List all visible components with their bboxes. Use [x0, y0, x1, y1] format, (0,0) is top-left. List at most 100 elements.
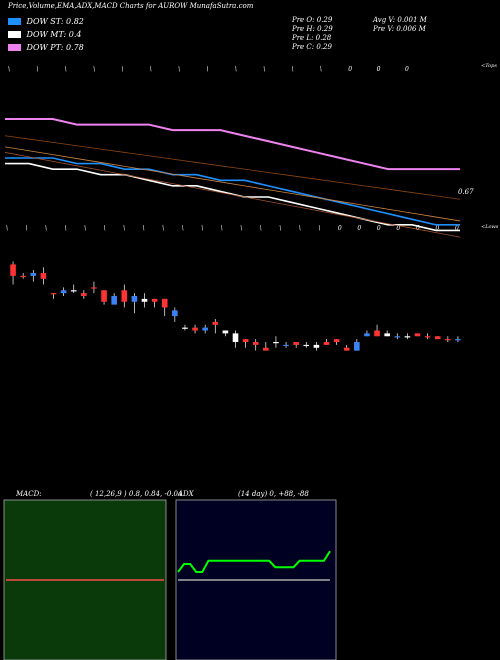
candle-body [202, 327, 208, 331]
ema-band-1 [4, 135, 461, 200]
candle-body [222, 330, 229, 334]
ema-line-2 [5, 162, 460, 232]
candle-body [40, 273, 47, 279]
candle-body [141, 298, 148, 302]
pre-low: Pre L: 0.28 [292, 34, 332, 42]
ema-line-3 [5, 118, 460, 171]
low-marker: 0 [396, 225, 401, 232]
top-marker: \ [206, 66, 209, 73]
candle-body [364, 333, 370, 337]
low-marker: 0 [435, 225, 440, 232]
candle-body [151, 298, 158, 302]
low-marker: \ [64, 225, 67, 232]
candle-body [384, 333, 390, 337]
candle-body [303, 344, 310, 347]
candle-body [30, 273, 37, 276]
legend-label: DOW ST: 0.82 [26, 17, 84, 26]
candle-body [101, 290, 107, 302]
legend-dow-st: DOW ST: 0.82 [8, 17, 84, 26]
candle-body [273, 342, 279, 344]
candle-body [313, 344, 320, 348]
candle-body [242, 339, 249, 342]
low-marker: \ [318, 225, 321, 232]
top-marker: \ [121, 66, 124, 73]
candle-body [404, 336, 411, 338]
candle-body [414, 333, 421, 337]
low-marker: \ [298, 225, 301, 232]
ema-band-3 [4, 152, 461, 238]
top-marker: \ [8, 66, 11, 73]
low-marker: \ [201, 225, 204, 232]
adx-line-1 [177, 550, 331, 573]
candle-body [455, 339, 461, 341]
chart-title: Price,Volume,EMA,ADX,MACD Charts for AUR… [8, 2, 254, 10]
pre-close: Pre C: 0.29 [292, 43, 332, 51]
ema-lines [4, 118, 461, 238]
candle-body [111, 296, 117, 305]
low-marker: \ [259, 225, 262, 232]
top-marker: \ [263, 66, 266, 73]
ema-line-1 [5, 157, 460, 226]
candle-body [182, 327, 188, 329]
candle-body [20, 275, 26, 278]
macd-label: MACD: [16, 490, 42, 498]
candle-body [283, 344, 289, 347]
top-marker: \ [319, 66, 322, 73]
candle-body [263, 347, 269, 351]
low-marker: \ [6, 225, 9, 232]
candle-body [70, 290, 77, 292]
low-marker: \ [240, 225, 243, 232]
candle-body [394, 336, 401, 338]
low-marker: \ [220, 225, 223, 232]
candle-body [10, 264, 16, 276]
low-marker: 0 [357, 225, 362, 232]
candle-body [434, 336, 441, 340]
candle-body [212, 321, 219, 325]
candle-body [343, 347, 350, 351]
top-marker: \ [234, 66, 237, 73]
candle-body [424, 336, 431, 338]
candle-body [293, 342, 299, 345]
low-marker: \ [162, 225, 165, 232]
candle-body [374, 330, 380, 337]
candle-body [232, 333, 239, 342]
macd-panel [3, 499, 167, 660]
low-marker: 0 [376, 225, 381, 232]
lows-label: <Lows [481, 224, 499, 230]
candle-body [323, 342, 330, 345]
top-marker: \ [36, 66, 39, 73]
low-marker: \ [25, 225, 28, 232]
pre-open: Pre O: 0.29 [292, 16, 333, 24]
candle-body [354, 342, 360, 351]
legend-label: DOW PT: 0.78 [26, 43, 84, 52]
top-marker: \ [149, 66, 152, 73]
candle-body [192, 327, 198, 331]
top-marker: \ [93, 66, 96, 73]
legend-dow-pt: DOW PT: 0.78 [8, 43, 84, 52]
top-marker: 0 [348, 66, 353, 73]
candlesticks [10, 261, 461, 351]
adx-params: (14 day) 0, +88, -88 [238, 490, 309, 498]
candle-body [333, 339, 340, 342]
legend-swatch [8, 44, 21, 51]
low-marker: \ [279, 225, 282, 232]
candle-body [172, 310, 178, 317]
adx-panel [175, 499, 337, 660]
low-marker: 0 [455, 225, 459, 232]
top-marker: \ [178, 66, 181, 73]
legend-swatch [8, 18, 21, 25]
top-marker: 0 [376, 66, 381, 73]
top-marker: \ [64, 66, 67, 73]
candle-body [121, 290, 128, 302]
top-marker: 0 [405, 66, 409, 73]
pre-volume: Pre V: 0.006 M [373, 25, 426, 33]
candle-body [50, 293, 57, 295]
legend-dow-mt: DOW MT: 0.4 [8, 30, 82, 39]
tops-label: <Tops [481, 63, 497, 69]
pre-high: Pre H: 0.29 [292, 25, 333, 33]
ema-band-2 [4, 146, 461, 222]
candle-body [252, 342, 259, 345]
candle-body [131, 296, 138, 302]
